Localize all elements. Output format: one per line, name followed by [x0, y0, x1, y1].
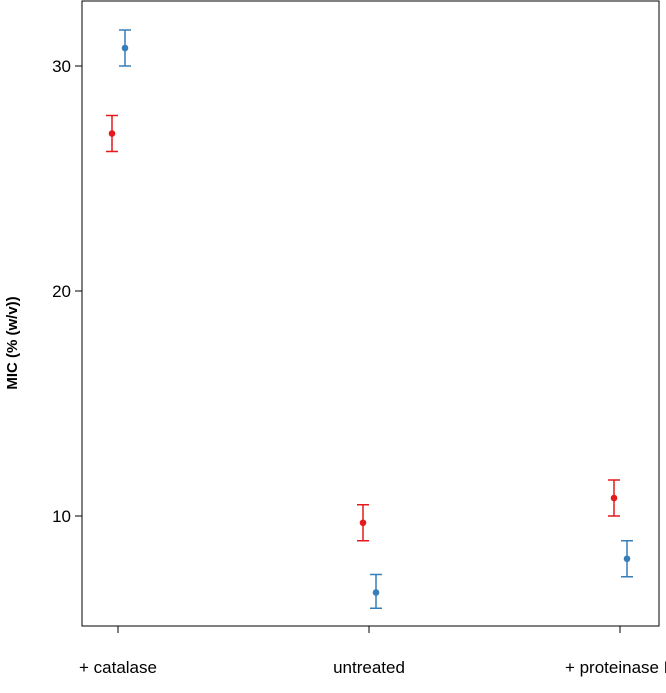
y-tick-label: 10: [52, 507, 71, 526]
x-tick-label: + proteinase K: [565, 658, 666, 677]
y-tick-label: 20: [52, 282, 71, 301]
series-1: [119, 29, 633, 609]
y-tick-label: 30: [52, 57, 71, 76]
data-point: [372, 589, 380, 596]
y-axis: 10 20 30: [52, 57, 82, 526]
series-0: [106, 114, 620, 542]
x-tick-label: + catalase: [79, 658, 157, 677]
x-axis: + catalase untreated + proteinase K: [79, 626, 666, 677]
data-point: [610, 494, 618, 502]
data-point: [121, 44, 129, 52]
data-point: [359, 519, 367, 527]
data-point: [108, 130, 116, 137]
plot-area-frame: [81, 0, 660, 627]
x-tick-label: untreated: [333, 658, 405, 677]
y-axis-title: MIC (% (w/v)): [4, 296, 21, 389]
data-point: [623, 555, 631, 563]
data-marks: [106, 29, 633, 609]
